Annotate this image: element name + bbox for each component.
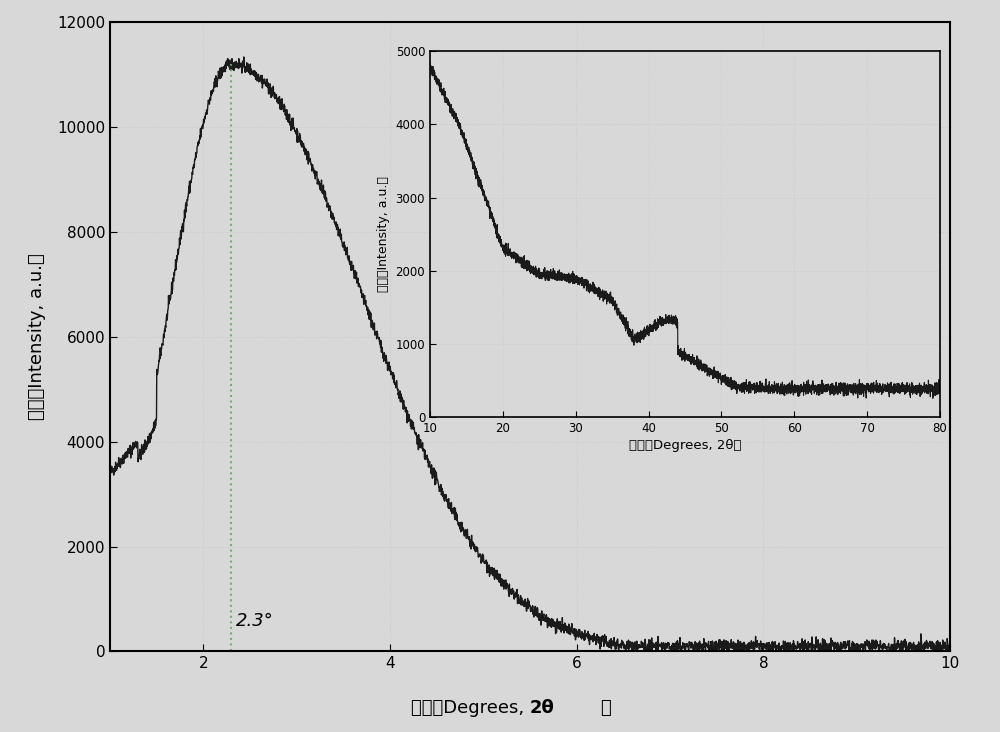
Y-axis label: 强度（Intensity, a.u.）: 强度（Intensity, a.u.） (377, 176, 390, 292)
Text: 角度（Degrees,: 角度（Degrees, (411, 699, 530, 717)
Text: 2θ: 2θ (530, 699, 555, 717)
Text: 2.3°: 2.3° (236, 612, 274, 630)
Text: ）: ） (600, 699, 611, 717)
Y-axis label: 强度（Intensity, a.u.）: 强度（Intensity, a.u.） (28, 253, 46, 420)
X-axis label: 角度（Degrees, 2θ）: 角度（Degrees, 2θ） (629, 439, 741, 452)
